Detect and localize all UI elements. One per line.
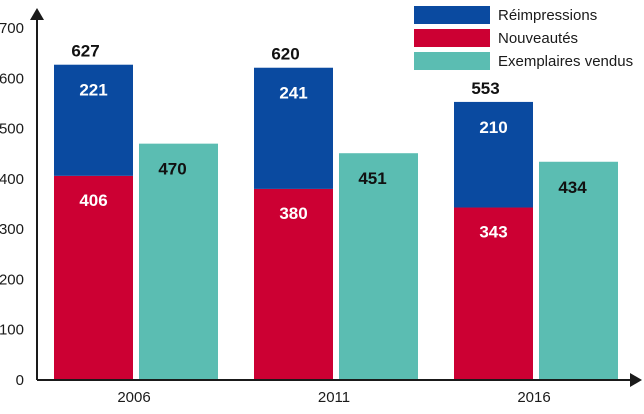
bar-exemplaires-vendus — [539, 161, 618, 380]
data-label-nouveautes: 343 — [479, 223, 507, 242]
y-tick-label: 500 — [0, 121, 24, 138]
legend-swatch — [414, 52, 490, 70]
data-label-total: 553 — [471, 79, 499, 98]
y-tick-label: 700 — [0, 20, 24, 37]
data-label-exemplaires-vendus: 451 — [358, 169, 386, 188]
bars — [54, 64, 618, 380]
data-label-total: 620 — [271, 45, 299, 64]
legend: Réimpressions Nouveautés Exemplaires vendu… — [414, 6, 633, 70]
data-label-nouveautes: 406 — [79, 191, 107, 210]
x-tick-label: 2016 — [517, 389, 550, 406]
x-tick-label: 2006 — [117, 389, 150, 406]
bar-nouveautes — [254, 188, 333, 380]
data-label-exemplaires-vendus: 470 — [158, 160, 186, 179]
data-label-reimpressions: 241 — [279, 84, 307, 103]
bar-reimpressions — [54, 64, 133, 176]
x-tick-label: 2011 — [318, 389, 350, 406]
y-tick-label: 100 — [0, 322, 24, 339]
x-axis-ticks: 2006 2011 2016 — [117, 389, 550, 406]
y-axis-arrow — [30, 8, 44, 20]
legend-swatch — [414, 6, 490, 24]
data-label-exemplaires-vendus: 434 — [558, 178, 587, 197]
y-axis-ticks: 0 100 200 300 400 500 600 700 — [0, 20, 24, 389]
y-tick-label: 600 — [0, 70, 24, 87]
x-axis-arrow — [630, 373, 642, 387]
bar-exemplaires-vendus — [339, 153, 418, 380]
legend-label: Nouveautés — [498, 30, 578, 47]
data-label-reimpressions: 221 — [79, 81, 107, 100]
data-labels: 406 221 627 470 380 241 620 451 343 210 553 434 — [71, 42, 587, 242]
y-tick-label: 0 — [16, 372, 24, 389]
y-tick-label: 300 — [0, 221, 24, 238]
data-label-reimpressions: 210 — [479, 118, 507, 137]
legend-label: Réimpressions — [498, 7, 597, 24]
bar-reimpressions — [454, 101, 533, 208]
bar-reimpressions — [254, 67, 333, 189]
y-tick-label: 200 — [0, 271, 24, 288]
bar-exemplaires-vendus — [139, 143, 218, 380]
y-tick-label: 400 — [0, 171, 24, 188]
bar-nouveautes — [54, 175, 133, 380]
bar-nouveautes — [454, 207, 533, 380]
data-label-total: 627 — [71, 42, 99, 61]
legend-swatch — [414, 29, 490, 47]
legend-label: Exemplaires vendus — [498, 53, 633, 70]
data-label-nouveautes: 380 — [279, 204, 307, 223]
